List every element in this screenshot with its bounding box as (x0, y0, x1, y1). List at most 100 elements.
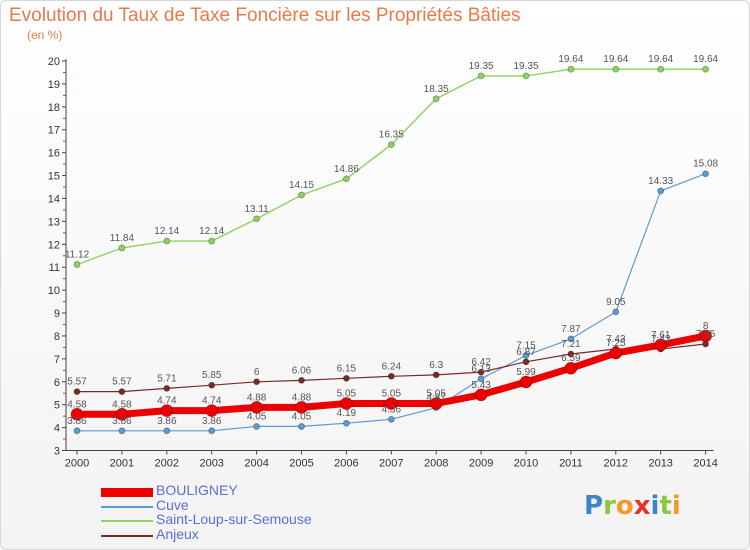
data-point-saint-loup-sur-semouse (163, 237, 171, 245)
data-point-cuve (612, 308, 620, 316)
data-label-anjeux: 6.3 (429, 360, 443, 371)
data-point-anjeux (567, 350, 575, 358)
legend-swatch (101, 534, 153, 537)
y-tick-label: 19 (48, 79, 60, 91)
data-label-bouligney: 7.61 (651, 330, 671, 341)
data-point-saint-loup-sur-semouse (73, 261, 81, 268)
data-point-saint-loup-sur-semouse (657, 65, 665, 73)
data-label-cuve: 4.05 (292, 411, 312, 422)
data-label-saint-loup-sur-semouse: 19.64 (648, 54, 673, 65)
data-label-saint-loup-sur-semouse: 14.86 (334, 164, 359, 175)
x-tick-label: 2010 (514, 458, 538, 470)
data-label-cuve: 4.19 (337, 408, 357, 419)
data-point-bouligney (160, 404, 174, 418)
data-label-saint-loup-sur-semouse: 19.64 (558, 54, 583, 65)
data-label-anjeux: 6.87 (516, 347, 536, 358)
data-point-bouligney (564, 361, 578, 375)
y-tick-label: 17 (48, 125, 60, 137)
x-tick-label: 2005 (289, 458, 313, 470)
legend-label: Saint-Loup-sur-Semouse (156, 511, 312, 527)
data-point-saint-loup-sur-semouse (477, 72, 485, 80)
y-tick-label: 11 (49, 262, 60, 274)
logo-letter: o (615, 491, 634, 521)
data-label-cuve: 14.33 (648, 176, 673, 187)
data-point-cuve (298, 423, 305, 430)
data-point-anjeux (208, 381, 216, 389)
data-label-saint-loup-sur-semouse: 11.12 (65, 249, 90, 260)
data-point-bouligney (339, 397, 353, 410)
data-label-cuve: 7.15 (516, 340, 536, 351)
data-point-cuve (702, 170, 709, 178)
data-label-anjeux: 7.21 (561, 339, 581, 350)
data-label-bouligney: 5.05 (426, 389, 446, 400)
x-tick-label: 2001 (110, 458, 134, 470)
data-label-anjeux: 6.15 (337, 363, 357, 374)
data-label-anjeux: 7.65 (696, 329, 716, 340)
data-point-saint-loup-sur-semouse (522, 72, 530, 80)
legend-swatch (101, 487, 153, 497)
data-label-bouligney: 5.05 (382, 389, 402, 400)
data-point-saint-loup-sur-semouse (253, 215, 261, 223)
data-label-saint-loup-sur-semouse: 12.14 (199, 226, 224, 237)
data-point-bouligney (384, 397, 398, 410)
data-label-saint-loup-sur-semouse: 13.11 (244, 204, 269, 215)
data-label-anjeux: 7.43 (606, 334, 626, 345)
data-point-saint-loup-sur-semouse (208, 237, 216, 245)
data-point-bouligney (250, 401, 264, 414)
data-label-cuve: 3.86 (157, 416, 177, 427)
data-label-anjeux: 5.57 (112, 377, 132, 388)
x-tick-label: 2014 (693, 458, 717, 470)
y-tick-label: 8 (54, 331, 60, 343)
x-tick-label: 2004 (244, 458, 268, 470)
logo-letter: x (633, 491, 651, 521)
data-point-cuve (387, 415, 395, 423)
x-tick-label: 2009 (469, 458, 493, 470)
x-tick-label: 2011 (559, 458, 583, 470)
data-label-saint-loup-sur-semouse: 12.14 (154, 226, 179, 237)
data-label-saint-loup-sur-semouse: 16.35 (379, 130, 404, 141)
logo-letter: r (603, 491, 616, 521)
y-tick-label: 5 (54, 400, 60, 412)
data-label-anjeux: 6 (254, 367, 260, 378)
chart-unit: (en %) (27, 28, 63, 42)
x-tick-label: 2006 (334, 458, 358, 470)
data-label-cuve: 6.13 (471, 364, 491, 375)
data-label-anjeux: 5.57 (67, 377, 87, 388)
data-label-saint-loup-sur-semouse: 14.15 (289, 180, 314, 191)
data-label-anjeux: 6.42 (471, 357, 491, 368)
chart-title: Evolution du Taux de Taxe Foncière sur l… (9, 5, 521, 26)
data-label-anjeux: 7.43 (651, 334, 671, 345)
legend-label: Cuve (156, 496, 189, 513)
legend-label: Anjeux (156, 525, 199, 542)
data-point-saint-loup-sur-semouse (342, 175, 350, 183)
x-tick-label: 2003 (199, 458, 223, 470)
x-tick-label: 2013 (648, 458, 672, 470)
proxiti-logo: Proxiti (584, 491, 681, 521)
y-tick-label: 4 (54, 423, 60, 435)
logo-letter: t (659, 491, 672, 521)
data-point-anjeux (342, 374, 350, 382)
data-point-saint-loup-sur-semouse (118, 244, 126, 252)
data-point-bouligney (70, 407, 84, 421)
data-point-cuve (342, 419, 350, 427)
data-point-cuve (522, 352, 530, 359)
y-tick-label: 9 (54, 308, 60, 320)
data-label-cuve: 9.05 (606, 297, 626, 308)
data-point-anjeux (253, 378, 261, 386)
legend-label: BOULIGNEY (156, 482, 238, 498)
y-tick-label: 18 (48, 102, 60, 114)
data-point-saint-loup-sur-semouse (567, 65, 575, 73)
data-point-saint-loup-sur-semouse (702, 65, 709, 73)
data-label-anjeux: 6.24 (382, 361, 402, 372)
data-point-cuve (208, 427, 216, 435)
data-label-bouligney: 5.43 (471, 380, 491, 391)
data-point-cuve (477, 375, 485, 383)
data-point-anjeux (522, 358, 530, 366)
data-point-bouligney (115, 407, 129, 421)
logo-letter: i (650, 491, 660, 521)
y-tick-label: 16 (48, 148, 60, 160)
data-label-cuve: 3.86 (67, 416, 87, 427)
data-label-cuve: 15.08 (693, 159, 718, 170)
data-label-saint-loup-sur-semouse: 18.35 (424, 84, 449, 95)
